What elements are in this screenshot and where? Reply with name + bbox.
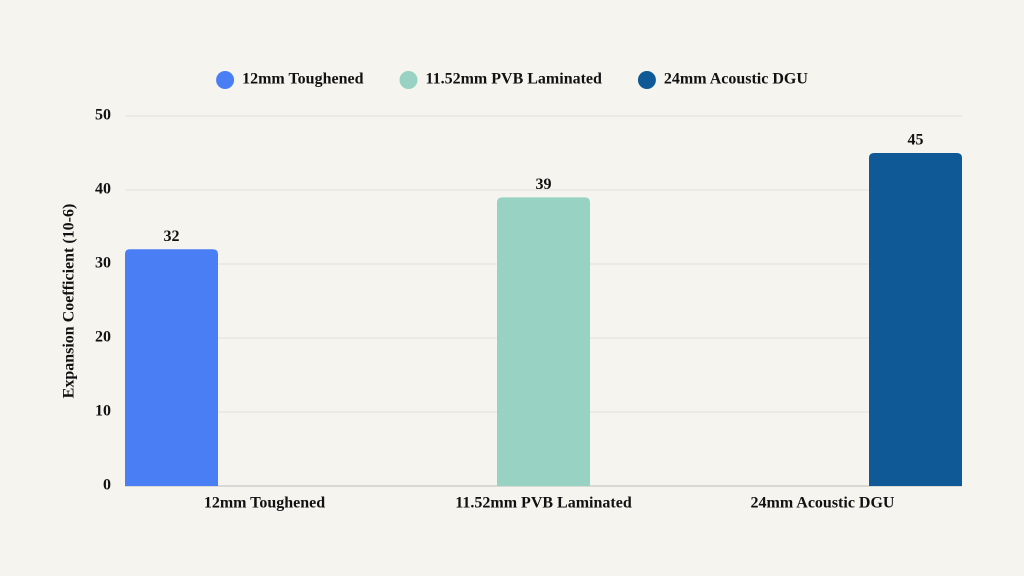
- data-label: 45: [908, 132, 924, 149]
- y-tick-label: 30: [95, 255, 111, 272]
- legend-label: 24mm Acoustic DGU: [664, 71, 808, 88]
- bar: [497, 197, 590, 486]
- y-tick-label: 50: [95, 107, 111, 124]
- bar: [869, 153, 962, 486]
- y-tick-label: 10: [95, 403, 111, 420]
- legend-label: 11.52mm PVB Laminated: [425, 71, 602, 88]
- y-tick-label: 20: [95, 329, 111, 346]
- y-tick-label: 40: [95, 181, 111, 198]
- legend-marker: [216, 71, 235, 89]
- y-axis-label: Expansion Coefficient (10-6): [61, 204, 78, 399]
- x-tick-label: 11.52mm PVB Laminated: [455, 495, 632, 512]
- data-label: 39: [536, 176, 552, 193]
- legend-marker: [637, 71, 656, 89]
- x-tick-label: 12mm Toughened: [204, 495, 325, 512]
- y-tick-label: 0: [103, 477, 111, 494]
- bar: [125, 249, 218, 486]
- data-label: 32: [164, 228, 180, 245]
- legend-marker: [399, 71, 418, 89]
- x-tick-label: 24mm Acoustic DGU: [751, 495, 895, 512]
- legend-label: 12mm Toughened: [242, 71, 363, 88]
